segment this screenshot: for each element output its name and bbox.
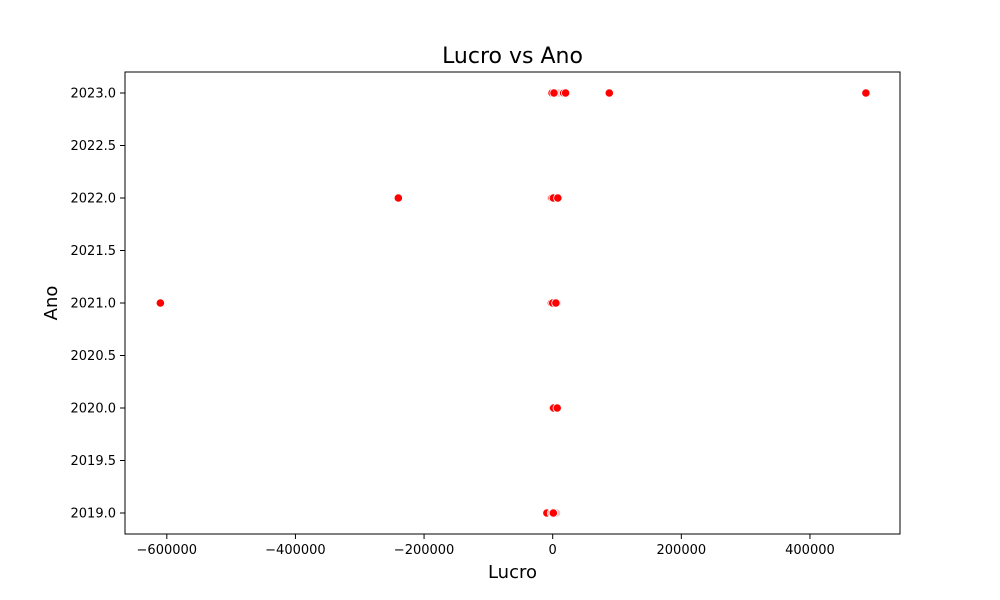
x-tick-label: −200000 [394, 543, 455, 558]
data-point [604, 88, 614, 98]
data-point [560, 88, 571, 98]
y-axis-label: Ano [41, 286, 62, 321]
data-point [861, 88, 871, 98]
data-point [548, 508, 558, 518]
x-tick-label: 200000 [657, 543, 707, 558]
y-tick-label: 2022.0 [71, 192, 117, 207]
plot-area: −600000 −400000 −200000 0 200000 400000 2019.0… [71, 71, 901, 558]
y-tick-label: 2021.5 [71, 244, 117, 259]
data-point [155, 298, 165, 308]
data-point [549, 88, 559, 98]
x-tick-label: 0 [549, 543, 557, 558]
x-tick-label: −600000 [137, 543, 198, 558]
x-tick-label: −400000 [265, 543, 326, 558]
data-point [552, 403, 562, 413]
y-tick-label: 2019.5 [71, 454, 117, 469]
chart-title: Lucro vs Ano [442, 44, 583, 69]
x-axis-label: Lucro [488, 562, 537, 583]
x-tick-label: 400000 [785, 543, 835, 558]
y-tick-label: 2020.0 [71, 402, 117, 417]
y-tick-label: 2021.0 [71, 297, 117, 312]
data-point [551, 298, 561, 308]
y-tick-label: 2022.5 [71, 139, 117, 154]
data-point [393, 193, 403, 203]
y-tick-label: 2023.0 [71, 87, 117, 102]
data-point [553, 193, 563, 203]
y-tick-label: 2020.5 [71, 349, 117, 364]
y-tick-label: 2019.0 [71, 507, 117, 522]
